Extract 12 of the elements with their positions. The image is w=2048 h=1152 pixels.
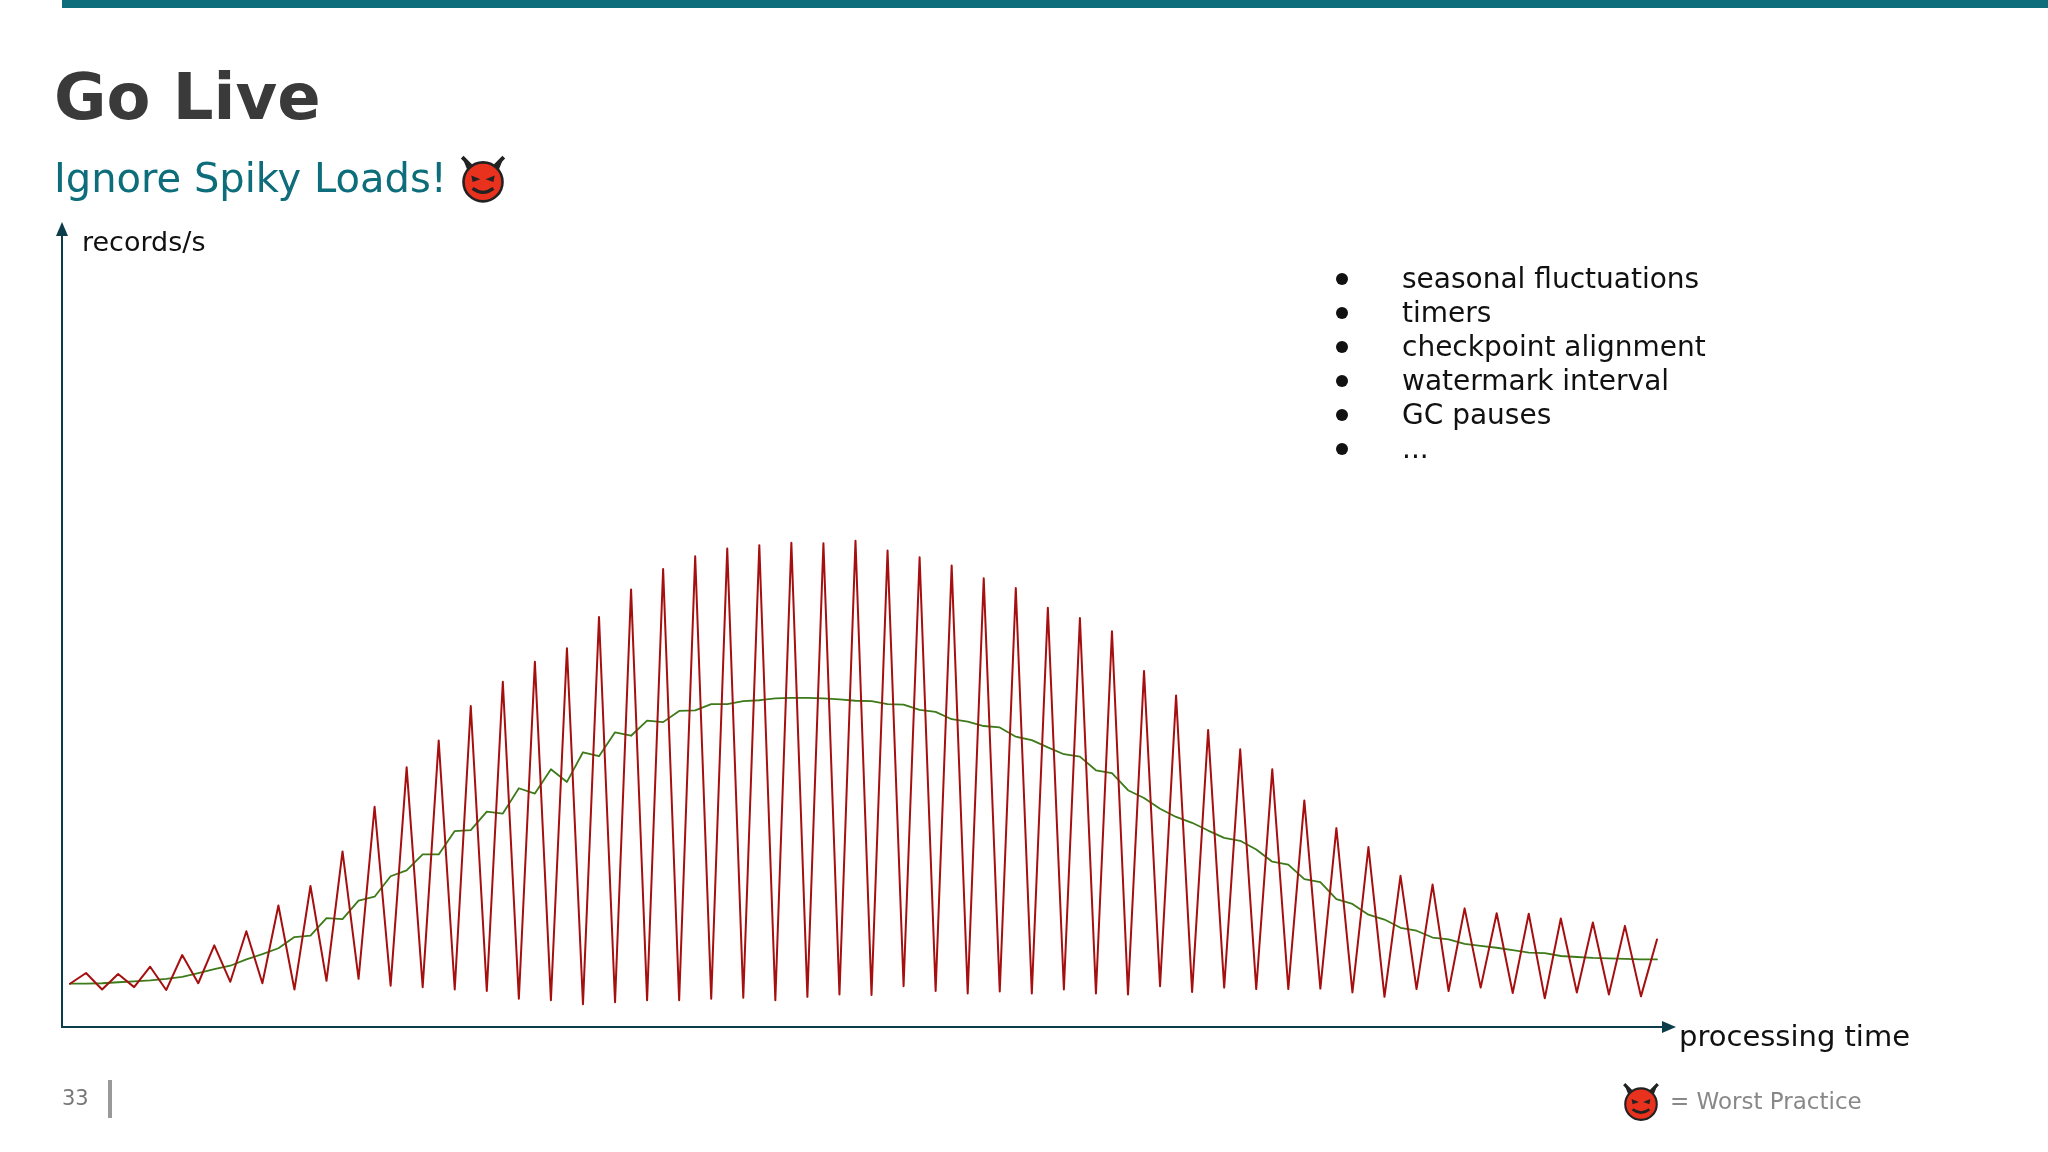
text: seasonal fluctuations <box>1402 262 1700 296</box>
text: GC pauses <box>1402 398 1552 432</box>
text: ... <box>1402 432 1429 466</box>
text: records/s <box>82 226 206 257</box>
chart-subtitle: Ignore Spiky Loads! <box>54 154 448 203</box>
text: watermark interval <box>1402 364 1670 398</box>
text: checkpoint alignment <box>1402 330 1706 364</box>
text: = Worst Practice <box>1670 1088 1862 1114</box>
text: 33 <box>62 1086 89 1110</box>
x-axis-title: processing time <box>1679 1018 1911 1053</box>
text: timers <box>1402 296 1492 330</box>
chart-title: Go Live <box>54 60 321 134</box>
